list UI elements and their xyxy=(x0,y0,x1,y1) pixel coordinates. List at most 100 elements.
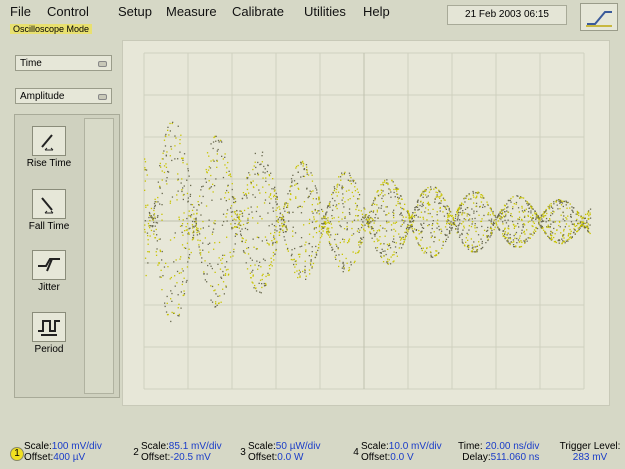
label: Offset: xyxy=(361,452,391,463)
waveform-dot xyxy=(245,262,247,264)
waveform-dot xyxy=(395,242,397,244)
timebase-status[interactable]: Time: 20.00 ns/div Delay:511.060 ns xyxy=(458,441,539,463)
channel-number[interactable]: 1 xyxy=(10,447,24,461)
waveform-dot xyxy=(559,200,561,202)
waveform-dot xyxy=(334,256,336,258)
waveform-dot xyxy=(457,225,459,227)
waveform-dot xyxy=(199,254,202,256)
waveform-dot xyxy=(314,209,316,212)
channel-status[interactable]: Scale:100 mV/div Offset:400 µV xyxy=(24,441,102,463)
waveform-dot xyxy=(461,239,463,241)
waveform-dot xyxy=(542,229,545,231)
menu-item[interactable]: Calibrate xyxy=(232,4,285,19)
waveform-dot xyxy=(568,225,570,227)
waveform-dot xyxy=(161,213,163,215)
waveform-dot xyxy=(570,237,572,239)
waveform-dot xyxy=(358,250,360,252)
waveform-dot xyxy=(261,151,264,153)
waveform-dot xyxy=(580,215,582,217)
waveform-dot xyxy=(376,247,379,249)
waveform-dot xyxy=(185,229,188,231)
waveform-dot xyxy=(252,217,254,219)
waveform-dot xyxy=(497,226,499,228)
waveform-dot xyxy=(186,163,188,165)
waveform-dot xyxy=(467,239,469,241)
waveform-dot xyxy=(386,179,388,181)
waveform-dot xyxy=(507,240,509,242)
waveform-dot xyxy=(292,226,294,228)
waveform-dot xyxy=(148,211,151,214)
waveform-dot xyxy=(374,220,376,222)
waveform-dot xyxy=(157,196,159,199)
waveform-dot xyxy=(517,218,519,220)
channel-status[interactable]: Scale:50 µW/div Offset:0.0 W xyxy=(248,441,320,463)
measure-button[interactable]: Fall Time xyxy=(20,189,78,232)
waveform-dot xyxy=(183,153,186,155)
waveform-dot xyxy=(523,231,525,234)
waveform-dot xyxy=(446,212,448,215)
dropdown[interactable]: Time xyxy=(15,55,112,71)
waveform-dot xyxy=(456,209,459,211)
waveform-dot xyxy=(509,242,511,244)
channel-number[interactable]: 2 xyxy=(133,447,139,458)
waveform-dot xyxy=(376,232,378,234)
waveform-dot xyxy=(436,250,438,252)
waveform-dot xyxy=(475,205,477,208)
waveform-dot xyxy=(404,237,406,239)
dropdown[interactable]: Amplitude xyxy=(15,88,112,104)
waveform-dot xyxy=(480,238,482,240)
waveform-dot xyxy=(156,248,158,250)
value: 0.0 V xyxy=(390,452,414,463)
waveform-dot xyxy=(450,214,452,216)
channel-number[interactable]: 3 xyxy=(240,447,246,458)
waveform-dot xyxy=(234,213,236,215)
waveform-dot xyxy=(329,221,332,223)
waveform-dot xyxy=(189,227,191,229)
scope-icon[interactable] xyxy=(580,3,618,31)
waveform-dot xyxy=(171,292,173,295)
menu-item[interactable]: Setup xyxy=(118,4,152,19)
waveform-dot xyxy=(561,242,563,244)
waveform-dot xyxy=(288,212,290,214)
waveform-dot xyxy=(506,240,508,242)
measure-button[interactable]: Jitter xyxy=(20,250,78,293)
menu-item[interactable]: File xyxy=(10,4,31,19)
menu-item[interactable]: Measure xyxy=(166,4,217,19)
measure-button[interactable]: Rise Time xyxy=(20,126,78,169)
waveform-dot xyxy=(562,241,564,243)
waveform-dot xyxy=(426,203,429,205)
menu-item[interactable]: Control xyxy=(47,4,89,19)
waveform-dot xyxy=(393,228,395,230)
measure-button[interactable]: Period xyxy=(20,312,78,355)
waveform-dot xyxy=(322,210,324,212)
waveform-dot xyxy=(547,205,549,208)
waveform-dot xyxy=(248,192,250,194)
waveform-dot xyxy=(427,201,429,203)
menu-item[interactable]: Help xyxy=(363,4,390,19)
waveform-dot xyxy=(533,229,536,231)
trigger-status[interactable]: Trigger Level: 283 mV xyxy=(556,441,624,463)
waveform-dot xyxy=(210,285,212,287)
waveform-dot xyxy=(509,243,511,246)
waveform-dot xyxy=(453,222,456,224)
waveform-dot xyxy=(559,201,561,203)
waveform-dot xyxy=(357,198,359,200)
waveform-dot xyxy=(278,206,280,208)
waveform-dot xyxy=(491,232,493,234)
channel-status[interactable]: Scale:10.0 mV/div Offset:0.0 V xyxy=(361,441,442,463)
waveform-dot xyxy=(326,232,328,234)
waveform-dot xyxy=(217,148,219,151)
waveform-dot xyxy=(402,216,404,218)
waveform-dot xyxy=(587,211,589,213)
waveform-dot xyxy=(225,171,228,174)
waveform-dot xyxy=(228,273,230,275)
menu-item[interactable]: Utilities xyxy=(304,4,346,19)
waveform-dot xyxy=(386,261,388,263)
waveform-dot xyxy=(318,199,320,201)
waveform-dot xyxy=(180,291,182,293)
waveform-dot xyxy=(371,227,373,230)
waveform-dot xyxy=(587,228,589,230)
waveform-dot xyxy=(382,261,385,263)
channel-number[interactable]: 4 xyxy=(353,447,359,458)
channel-status[interactable]: Scale:85.1 mV/div Offset:-20.5 mV xyxy=(141,441,222,463)
